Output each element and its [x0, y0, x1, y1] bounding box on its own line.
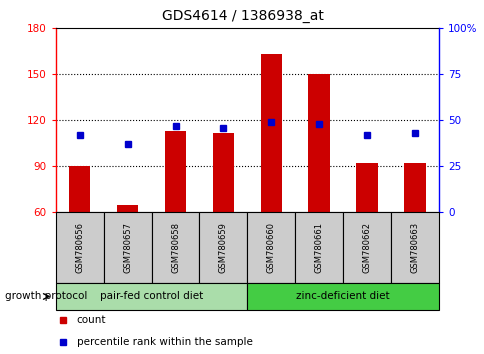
Text: zinc-deficient diet: zinc-deficient diet: [296, 291, 389, 302]
Text: GDS4614 / 1386938_at: GDS4614 / 1386938_at: [161, 9, 323, 23]
Bar: [56, 283, 247, 310]
Text: GSM780659: GSM780659: [218, 222, 227, 273]
Bar: [308, 74, 329, 212]
Text: GSM780660: GSM780660: [266, 222, 275, 273]
Bar: [403, 163, 425, 212]
Bar: [151, 212, 199, 283]
Text: GSM780657: GSM780657: [123, 222, 132, 273]
Bar: [356, 163, 377, 212]
Bar: [295, 212, 343, 283]
Bar: [165, 131, 186, 212]
Text: growth protocol: growth protocol: [5, 291, 87, 302]
Bar: [390, 212, 438, 283]
Bar: [104, 212, 151, 283]
Text: GSM780662: GSM780662: [362, 222, 371, 273]
Bar: [247, 283, 438, 310]
Text: GSM780663: GSM780663: [409, 222, 419, 273]
Text: GSM780658: GSM780658: [171, 222, 180, 273]
Bar: [117, 205, 138, 212]
Text: GSM780656: GSM780656: [75, 222, 84, 273]
Bar: [343, 212, 390, 283]
Bar: [247, 212, 295, 283]
Text: count: count: [76, 315, 106, 325]
Bar: [199, 212, 247, 283]
Bar: [260, 55, 282, 212]
Text: percentile rank within the sample: percentile rank within the sample: [76, 337, 252, 347]
Text: pair-fed control diet: pair-fed control diet: [100, 291, 203, 302]
Bar: [212, 133, 234, 212]
Text: GSM780661: GSM780661: [314, 222, 323, 273]
Bar: [69, 166, 91, 212]
Bar: [56, 212, 104, 283]
